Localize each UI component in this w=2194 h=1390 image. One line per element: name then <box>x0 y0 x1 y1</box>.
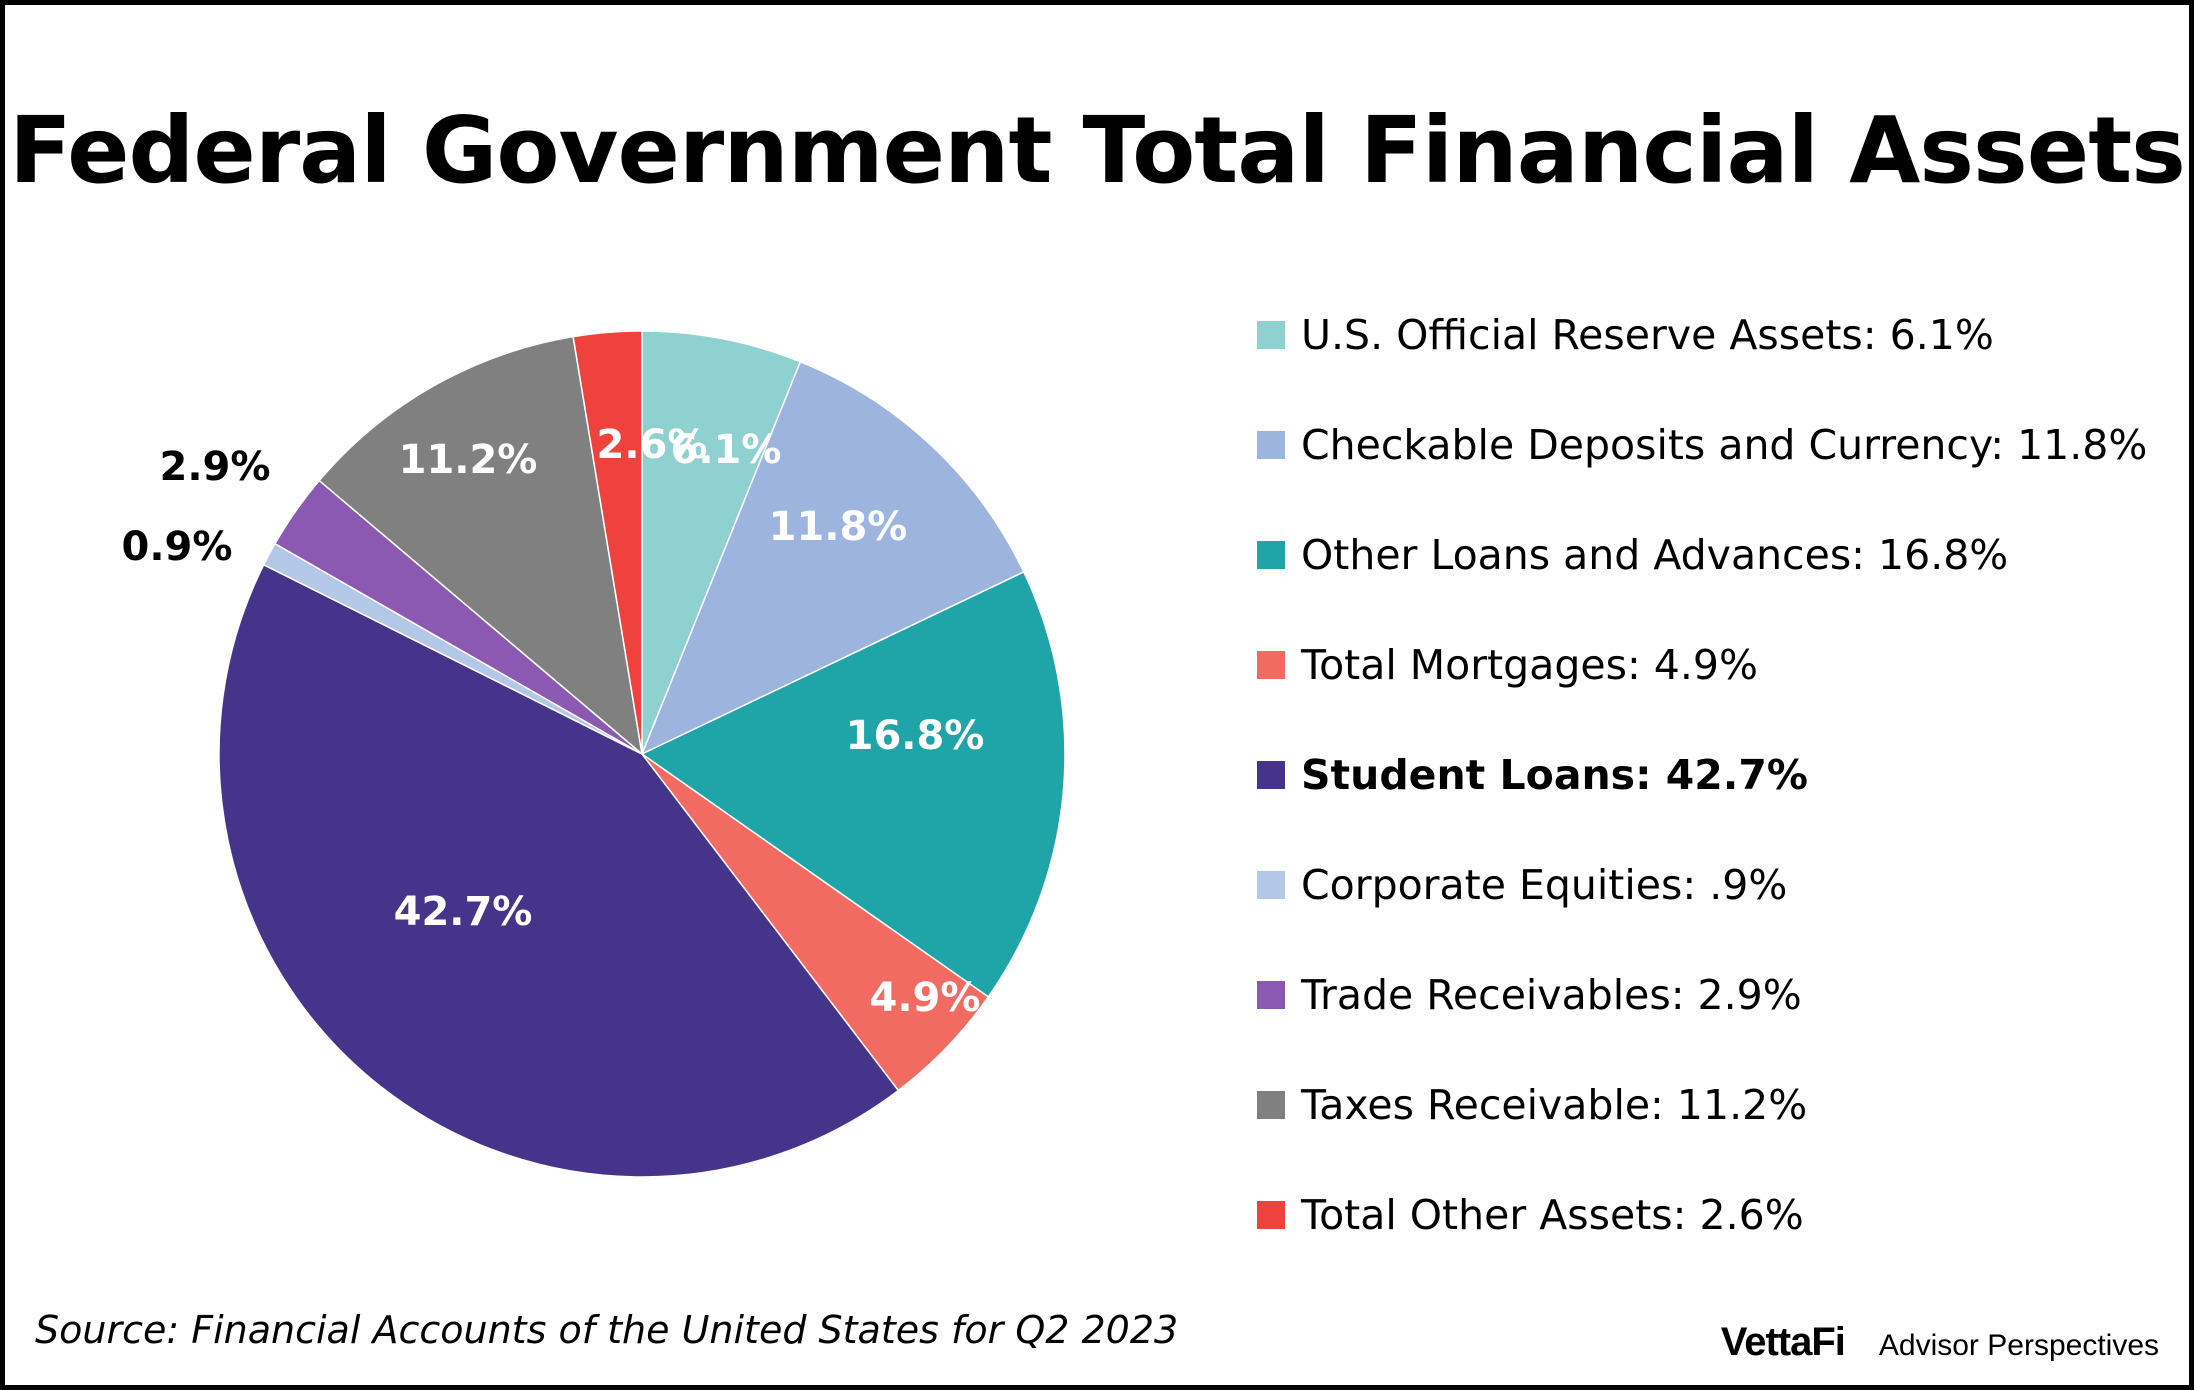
legend-label: Corporate Equities: .9% <box>1301 861 1788 909</box>
data-label: 11.2% <box>399 437 538 483</box>
data-label: 4.9% <box>870 975 981 1021</box>
legend-label: Student Loans: 42.7% <box>1301 751 1808 799</box>
chart-title: Federal Government Total Financial Asset… <box>9 97 2186 204</box>
data-label: 0.9% <box>122 524 233 570</box>
pie-chart: 6.1% 11.8% 16.8% 4.9% 42.7% 0.9% 2.9% 11.2% 2.6% <box>122 330 1066 1178</box>
legend-item: Checkable Deposits and Currency: 11.8% <box>1257 415 2147 475</box>
legend-item: Total Mortgages: 4.9% <box>1257 635 1758 695</box>
advisor-perspectives-logo: Advisor Perspectives <box>1878 1329 2159 1362</box>
legend-swatch <box>1257 1201 1285 1229</box>
legend-item: Corporate Equities: .9% <box>1257 855 1787 915</box>
legend-item: U.S. Official Reserve Assets: 6.1% <box>1257 305 1994 365</box>
data-label: 42.7% <box>394 889 533 935</box>
legend-label: Taxes Receivable: 11.2% <box>1301 1081 1808 1129</box>
legend-label: Trade Receivables: 2.9% <box>1301 971 1802 1019</box>
legend-label: Checkable Deposits and Currency: 11.8% <box>1301 421 2148 469</box>
pie-slice-total-other-assets <box>572 330 643 755</box>
legend-swatch <box>1257 431 1285 459</box>
legend-swatch <box>1257 981 1285 1009</box>
legend-label: U.S. Official Reserve Assets: 6.1% <box>1301 311 1994 359</box>
legend-swatch <box>1257 871 1285 899</box>
pie-slice-student-loans <box>218 563 900 1178</box>
legend-item: Taxes Receivable: 11.2% <box>1257 1075 1807 1135</box>
data-label: 11.8% <box>769 504 908 550</box>
pie-slice-u-s-official-reserve-assets <box>641 330 802 755</box>
legend-swatch <box>1257 651 1285 679</box>
legend-label: Total Other Assets: 2.6% <box>1301 1191 1804 1239</box>
legend-label: Total Mortgages: 4.9% <box>1301 641 1758 689</box>
data-label: 16.8% <box>846 713 985 759</box>
pie-slice-checkable-deposits-and-currency <box>640 360 1025 756</box>
legend-swatch <box>1257 1091 1285 1119</box>
source-note: Source: Financial Accounts of the United… <box>35 1308 1179 1352</box>
legend-item: Student Loans: 42.7% <box>1257 745 1808 805</box>
vettafi-logo: VettaFi <box>1720 1320 1846 1364</box>
data-label: 2.6% <box>597 422 708 468</box>
legend-label: Other Loans and Advances: 16.8% <box>1301 531 2009 579</box>
pie-slice-taxes-receivable <box>318 335 644 756</box>
legend-item: Other Loans and Advances: 16.8% <box>1257 525 2008 585</box>
data-label: 2.9% <box>160 444 271 490</box>
legend-swatch <box>1257 321 1285 349</box>
logo: VettaFi Advisor Perspectives <box>1721 1320 2159 1365</box>
data-label: 6.1% <box>671 427 782 473</box>
legend-swatch <box>1257 541 1285 569</box>
legend-swatch <box>1257 761 1285 789</box>
legend-item: Trade Receivables: 2.9% <box>1257 965 1802 1025</box>
pie-slice-other-loans-and-advances <box>640 570 1066 998</box>
legend-item: Total Other Assets: 2.6% <box>1257 1185 1804 1245</box>
